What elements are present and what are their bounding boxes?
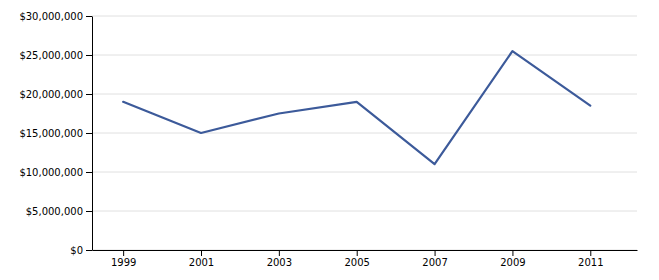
chart-container: 1999 2001 2003 2005 2007 2009 2011 $0 $5,000,000…: [0, 0, 659, 280]
x-tick: 2011: [578, 250, 603, 268]
y-tick-label: $30,000,000: [19, 11, 83, 22]
x-tick-label: 1999: [111, 257, 136, 268]
x-tick: 2001: [189, 250, 214, 268]
x-tick-label: 2009: [500, 257, 525, 268]
grid-line: [92, 211, 637, 212]
x-tick-label: 2007: [422, 257, 447, 268]
y-tick-label: $10,000,000: [19, 167, 83, 178]
x-tick-label: 2003: [267, 257, 292, 268]
x-tick-mark: [279, 250, 280, 256]
y-tick-mark: [86, 172, 92, 173]
y-tick: $25,000,000: [19, 50, 92, 61]
x-tick-mark: [357, 250, 358, 256]
y-tick-label: $25,000,000: [19, 50, 83, 61]
x-axis-line: [93, 250, 638, 251]
y-tick-label: $5,000,000: [26, 206, 83, 217]
x-tick-mark: [590, 250, 591, 256]
x-tick: 2009: [500, 250, 525, 268]
y-tick: $20,000,000: [19, 89, 92, 100]
chart-svg: 1999 2001 2003 2005 2007 2009 2011 $0 $5,000,000…: [0, 0, 659, 280]
grid-line: [92, 250, 637, 251]
x-tick: 1999: [111, 250, 136, 268]
y-tick-mark: [86, 94, 92, 95]
grid-line: [92, 16, 637, 17]
y-tick: $0: [70, 245, 92, 256]
grid-line: [92, 133, 637, 134]
x-tick: 2003: [267, 250, 292, 268]
grid-line: [92, 94, 637, 95]
x-tick: 2005: [344, 250, 369, 268]
y-tick: $10,000,000: [19, 167, 92, 178]
x-tick-mark: [201, 250, 202, 256]
y-tick-mark: [86, 250, 92, 251]
line: [123, 51, 590, 164]
y-tick-mark: [86, 55, 92, 56]
y-tick-mark: [86, 211, 92, 212]
x-tick-mark: [435, 250, 436, 256]
x-tick-mark: [512, 250, 513, 256]
y-axis: $0 $5,000,000 $10,000,000 $15,000,000 $20,00…: [19, 11, 92, 256]
y-tick-mark: [86, 16, 92, 17]
y-tick-label: $0: [70, 245, 83, 256]
y-axis-line: [92, 17, 93, 251]
x-axis: 1999 2001 2003 2005 2007 2009 2011: [93, 250, 638, 268]
y-tick-label: $15,000,000: [19, 128, 83, 139]
plot: 1999 2001 2003 2005 2007 2009 2011 $0 $5,000,000…: [19, 11, 637, 268]
x-tick-label: 2011: [578, 257, 603, 268]
grid-line: [92, 172, 637, 173]
grid: [92, 16, 637, 250]
grid-line: [92, 55, 637, 56]
y-tick: $30,000,000: [19, 11, 92, 22]
x-tick: 2007: [422, 250, 447, 268]
y-tick: $5,000,000: [26, 206, 92, 217]
marks: [123, 51, 590, 164]
y-tick: $15,000,000: [19, 128, 92, 139]
y-tick-label: $20,000,000: [19, 89, 83, 100]
x-tick-label: 2005: [344, 257, 369, 268]
y-tick-mark: [86, 133, 92, 134]
x-tick-mark: [123, 250, 124, 256]
x-tick-label: 2001: [189, 257, 214, 268]
